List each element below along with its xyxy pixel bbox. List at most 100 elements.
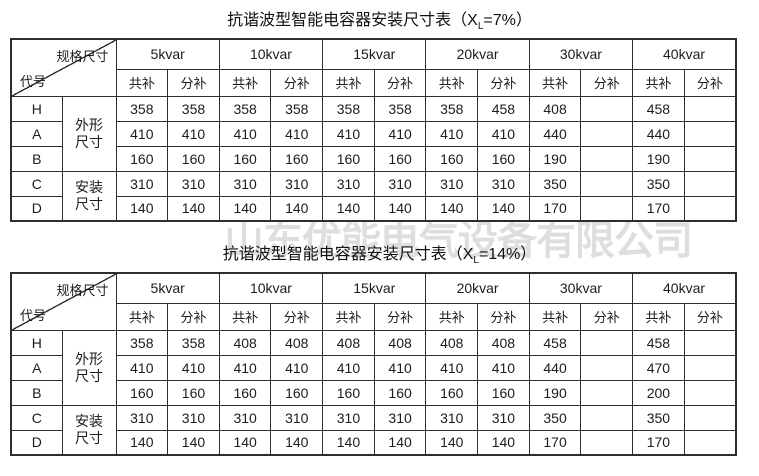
rating-header-20kvar: 20kvar [425,272,530,304]
table-row-B: B 160 160 160 160 160 160 160 160 190 200 [10,379,737,406]
subheader-split: 分补 [167,302,220,331]
row-group-outline-dimensions: 外形 尺寸 [61,329,117,406]
dimension-table-1-container: 规格尺寸 代号 5kvar 10kvar 15kvar 20kvar 30kva… [10,38,737,222]
dimension-value-cell: 310 [270,170,324,197]
dimension-value-cell: 410 [477,354,530,381]
dimension-value-cell [683,379,737,406]
rating-header-10kvar: 10kvar [218,38,324,70]
table-2-title-text: 抗谐波型智能电容器安装尺寸表（X [222,246,474,263]
dimension-value-cell: 140 [270,429,324,456]
subheader-split: 分补 [683,302,737,331]
subheader-split: 分补 [477,302,530,331]
dimension-value-cell: 440 [528,354,582,381]
dimension-value-cell: 160 [218,379,272,406]
subheader-split: 分补 [270,68,324,97]
table-2-title-value: =14%） [478,246,537,263]
dimension-value-cell: 310 [322,170,375,197]
rating-header-5kvar: 5kvar [115,38,220,70]
dimension-value-cell: 350 [528,170,582,197]
dimension-value-cell [580,145,634,172]
rating-header-5kvar: 5kvar [115,272,220,304]
rating-header-40kvar: 40kvar [632,38,737,70]
table-row-A: A 410 410 410 410 410 410 410 410 440 440 [10,120,737,147]
dimension-value-cell: 410 [477,120,530,147]
table-2-title-subscript: L [473,255,479,266]
table-row-H: H 外形 尺寸 358 358 358 358 358 358 358 458 408 458 [10,95,737,172]
dimension-value-cell: 310 [218,170,272,197]
row-group-mounting-dimensions: 安装 尺寸 [61,170,117,222]
subheader-split: 分补 [477,68,530,97]
dimension-value-cell: 358 [425,95,479,122]
dimension-value-cell [683,170,737,197]
rating-header-40kvar: 40kvar [632,272,737,304]
row-group-outline-dimensions: 外形 尺寸 [61,95,117,172]
dimension-value-cell: 408 [528,95,582,122]
dimension-value-cell: 458 [632,329,685,356]
dimension-value-cell: 310 [270,404,324,431]
row-group-mounting-dimensions: 安装 尺寸 [61,404,117,456]
table-1-title-subscript: L [477,21,484,32]
subheader-common: 共补 [528,68,582,97]
dimension-value-cell: 358 [270,95,324,122]
dimension-value-cell: 160 [373,145,427,172]
subheader-common: 共补 [218,302,272,331]
corner-header-cell: 规格尺寸 代号 [10,272,117,331]
dimension-value-cell: 440 [632,120,685,147]
dimension-value-cell: 408 [322,329,375,356]
subheader-split: 分补 [580,302,634,331]
header-row-ratings: 规格尺寸 代号 5kvar 10kvar 15kvar 20kvar 30kva… [10,272,737,331]
dimension-value-cell: 160 [322,145,375,172]
row-code: A [10,354,63,381]
dimension-value-cell [683,95,737,122]
dimension-value-cell: 310 [115,170,169,197]
dimension-value-cell: 160 [270,145,324,172]
dimension-value-cell [580,120,634,147]
row-code: H [10,329,63,356]
dimension-table-2-container: 规格尺寸 代号 5kvar 10kvar 15kvar 20kvar 30kva… [10,272,737,456]
dimension-value-cell: 310 [373,404,427,431]
dimension-value-cell: 458 [632,95,685,122]
dimension-value-cell [683,145,737,172]
row-code: C [10,404,63,431]
dimension-value-cell: 310 [373,170,427,197]
dimension-value-cell: 358 [115,95,169,122]
dimension-value-cell [580,95,634,122]
dimension-value-cell: 410 [322,354,375,381]
subheader-split: 分补 [270,302,324,331]
subheader-split: 分补 [167,68,220,97]
dimension-value-cell: 160 [322,379,375,406]
dimension-value-cell [683,354,737,381]
dimension-value-cell: 190 [632,145,685,172]
dimension-value-cell: 160 [270,379,324,406]
row-code: C [10,170,63,197]
dimension-value-cell [580,429,634,456]
dimension-value-cell: 410 [322,120,375,147]
dimension-value-cell: 410 [373,354,427,381]
dimension-value-cell: 408 [270,329,324,356]
subheader-common: 共补 [115,68,169,97]
dimension-value-cell: 310 [425,170,479,197]
dimension-value-cell: 410 [115,120,169,147]
dimension-value-cell: 410 [425,354,479,381]
dimension-value-cell: 140 [373,429,427,456]
dimension-value-cell: 410 [115,354,169,381]
dimension-value-cell: 160 [167,145,220,172]
dimension-value-cell: 310 [477,404,530,431]
dimension-value-cell: 160 [425,145,479,172]
dimension-value-cell: 170 [632,195,685,222]
table-2-title: 抗谐波型智能电容器安装尺寸表（XL=14%） [0,245,759,271]
table-1-title: 抗谐波型智能电容器安装尺寸表（XL=7%） [0,11,759,37]
dimension-value-cell: 358 [115,329,169,356]
dimension-value-cell: 160 [167,379,220,406]
dimension-value-cell: 350 [528,404,582,431]
row-code: A [10,120,63,147]
subheader-common: 共补 [528,302,582,331]
dimension-value-cell: 140 [425,195,479,222]
dimension-value-cell: 190 [528,145,582,172]
dimension-value-cell: 140 [270,195,324,222]
header-row-compensation: 共补 分补 共补 分补 共补 分补 共补 分补 共补 分补 共补 分补 [11,302,737,331]
rating-header-20kvar: 20kvar [425,38,530,70]
dimension-value-cell: 410 [218,120,272,147]
dimension-value-cell [683,404,737,431]
subheader-common: 共补 [322,68,375,97]
